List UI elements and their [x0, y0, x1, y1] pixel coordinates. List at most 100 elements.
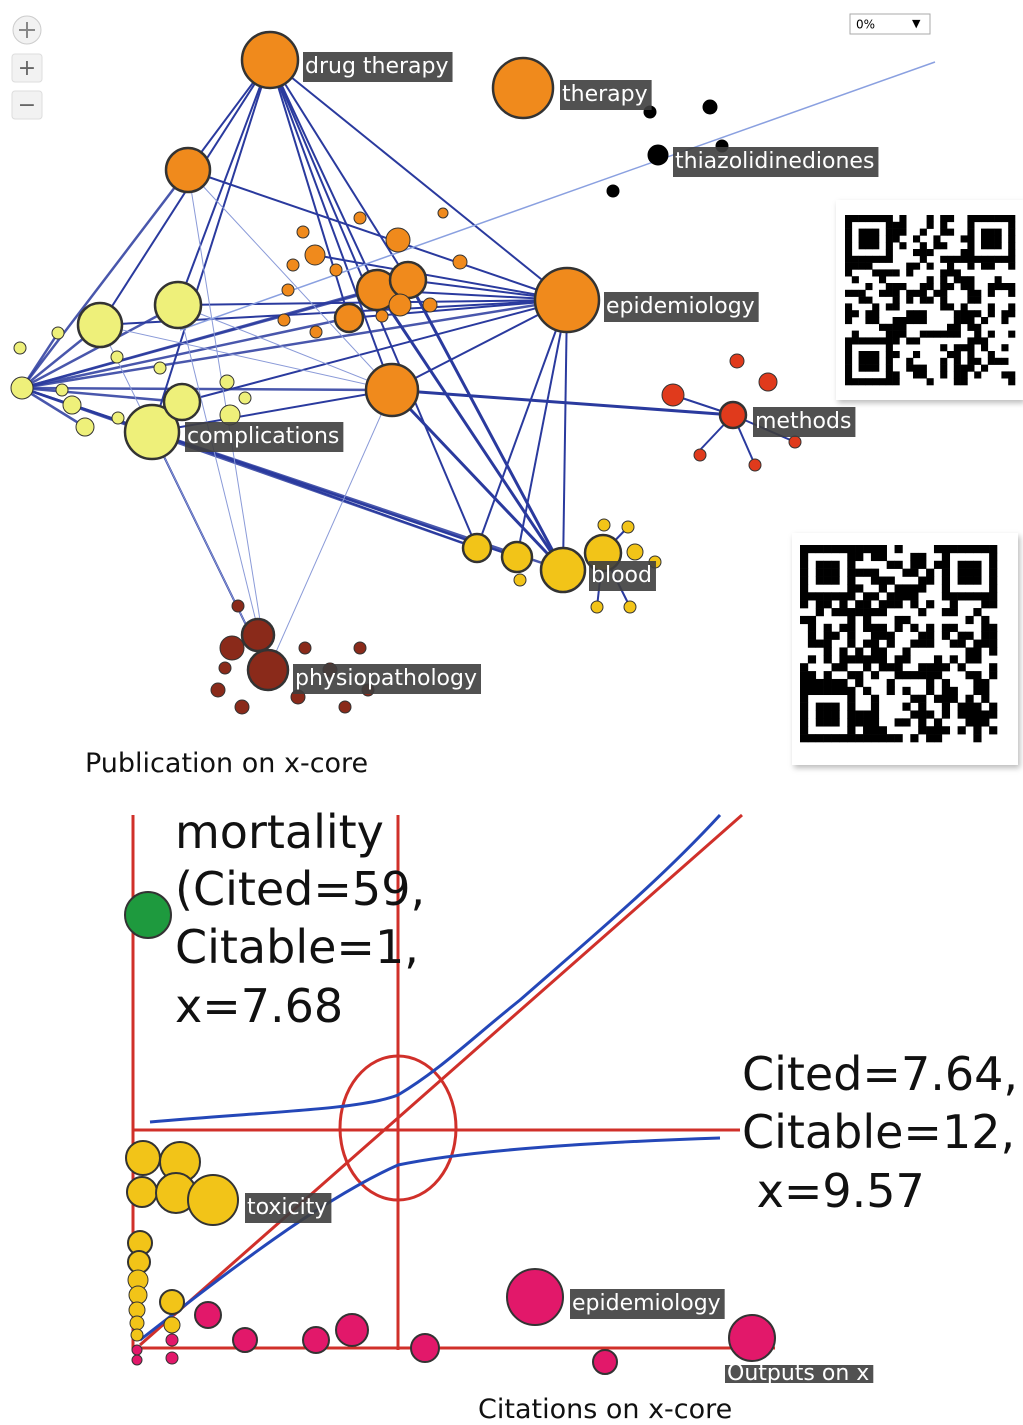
- qr-module: [858, 378, 866, 386]
- qr-module: [906, 310, 914, 318]
- qr-module: [953, 276, 961, 284]
- qr-module: [967, 296, 975, 304]
- qr-module: [899, 323, 907, 331]
- qr-module: [892, 323, 900, 331]
- qr-module: [845, 351, 853, 359]
- qr-module: [967, 249, 975, 257]
- qr-module: [858, 255, 866, 263]
- dropdown[interactable]: [849, 13, 931, 35]
- qr-module: [870, 718, 880, 727]
- qr-module: [831, 718, 840, 727]
- qr-module: [926, 734, 935, 743]
- qr-module: [981, 364, 989, 372]
- plot-node: [124, 891, 172, 939]
- caption: Publication on x-core: [85, 748, 368, 779]
- node: [62, 395, 82, 415]
- qr-module: [981, 344, 989, 352]
- qr-module: [831, 545, 840, 554]
- qr-module: [957, 702, 966, 711]
- qr-module: [960, 344, 968, 352]
- qr-module: [918, 608, 927, 617]
- qr-module: [987, 242, 995, 250]
- qr-module: [870, 552, 880, 562]
- qr-module: [845, 249, 853, 257]
- qr-module: [894, 560, 903, 569]
- qr-module: [941, 631, 951, 640]
- qr-module: [919, 296, 927, 304]
- qr-module: [878, 647, 887, 656]
- qr-module: [953, 269, 961, 277]
- qr-module: [973, 678, 982, 688]
- qr-module: [894, 734, 903, 743]
- qr-module: [902, 686, 911, 696]
- qr-module: [839, 734, 848, 743]
- qr-module: [918, 702, 927, 711]
- qr-module: [851, 255, 859, 263]
- qr-module: [933, 694, 943, 703]
- qr-module: [886, 592, 895, 601]
- qr-module: [892, 283, 900, 291]
- qr-module: [885, 330, 893, 338]
- qr-module: [831, 702, 840, 711]
- edge: [476, 299, 568, 549]
- node: [238, 391, 252, 405]
- qr-module: [989, 584, 998, 593]
- node-label: blood: [591, 563, 652, 588]
- qr-module: [878, 600, 887, 609]
- qr-module: [989, 702, 998, 711]
- qr-module: [823, 576, 832, 585]
- qr-module: [858, 289, 866, 297]
- qr-module: [815, 702, 824, 711]
- qr-module: [919, 371, 927, 379]
- qr-module: [845, 242, 853, 250]
- qr-module: [851, 378, 859, 386]
- node: [76, 301, 124, 349]
- qr-module: [858, 337, 866, 345]
- qr-module: [981, 228, 989, 236]
- qr-module: [941, 694, 951, 703]
- qr-module: [1008, 283, 1016, 291]
- node: [533, 266, 601, 334]
- qr-module: [807, 592, 817, 601]
- qr-module: [872, 235, 880, 243]
- node: [10, 376, 34, 400]
- plot-node: [128, 1285, 148, 1305]
- qr-module: [981, 718, 990, 727]
- node: [388, 293, 412, 317]
- qr-module: [906, 357, 914, 365]
- qr-module: [918, 639, 927, 648]
- qr-module: [960, 276, 968, 284]
- qr-module: [870, 631, 880, 640]
- node-label: toxicity: [247, 1195, 327, 1220]
- qr-module: [981, 337, 989, 345]
- qr-module: [902, 702, 911, 711]
- qr-module: [815, 592, 824, 601]
- node: [539, 546, 587, 594]
- qr-module: [815, 718, 824, 727]
- plot-node: [165, 1333, 179, 1347]
- plot-node: [410, 1333, 440, 1363]
- qr-module: [957, 710, 966, 719]
- qr-module: [847, 631, 856, 640]
- qr-module: [815, 686, 824, 696]
- zoom-in-button[interactable]: [11, 53, 43, 83]
- zoom-out-button[interactable]: [11, 90, 43, 120]
- qr-module: [933, 718, 943, 727]
- edge: [406, 279, 565, 571]
- qr-module: [831, 560, 840, 569]
- qr-module: [892, 269, 900, 277]
- qr-module: [823, 647, 832, 656]
- qr-module: [831, 631, 840, 640]
- qr-module: [899, 242, 907, 250]
- qr-module: [878, 655, 887, 664]
- qr-module: [886, 560, 895, 569]
- plot-node: [194, 1301, 222, 1329]
- qr-module: [839, 663, 848, 672]
- qr-module: [913, 351, 921, 359]
- qr-module: [886, 600, 895, 609]
- qr-module: [940, 255, 948, 263]
- qr-module: [981, 242, 989, 250]
- qr-module: [878, 631, 887, 640]
- qr-module: [918, 726, 927, 735]
- qr-module: [885, 378, 893, 386]
